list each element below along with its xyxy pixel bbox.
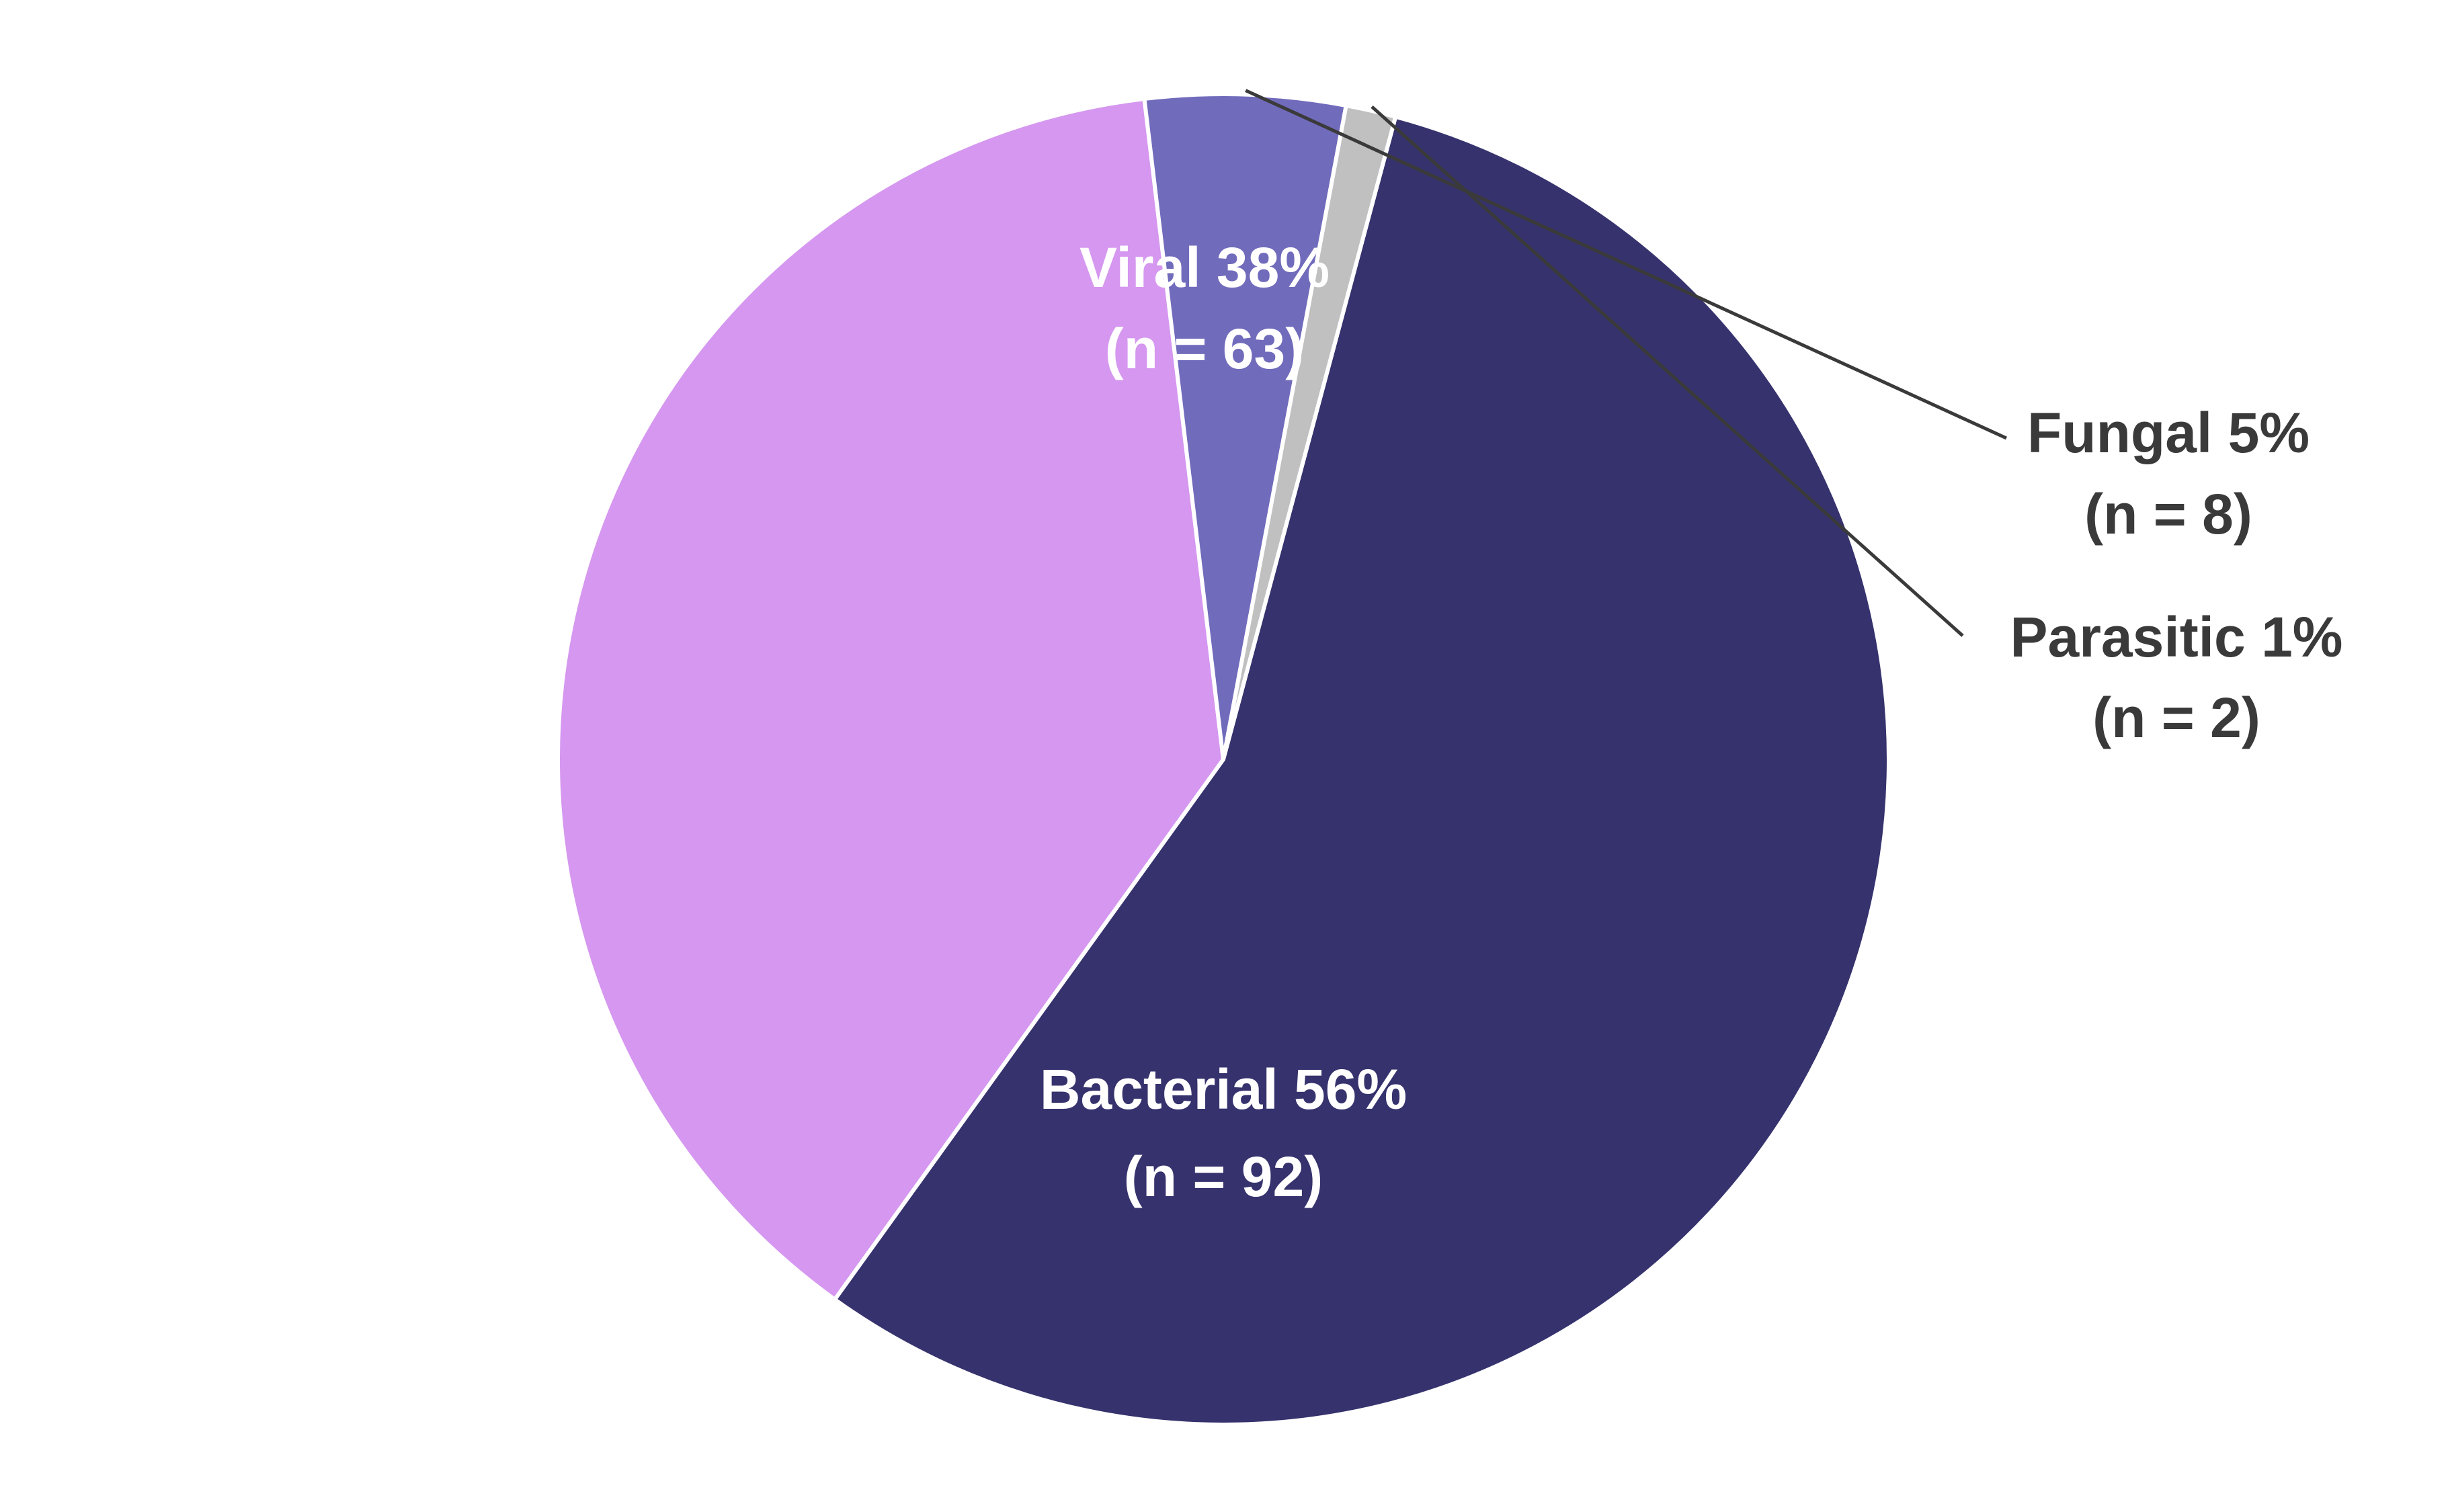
pie-slices xyxy=(555,92,1891,1427)
slice-count-fungal: (n = 8) xyxy=(2084,482,2252,546)
slice-count-bacterial: (n = 92) xyxy=(1124,1145,1323,1208)
slice-label-fungal: Fungal 5% xyxy=(2027,401,2310,464)
pie-slice-parasitic xyxy=(1221,103,1398,761)
leader-line-parasitic xyxy=(1371,105,1964,637)
slice-label-parasitic: Parasitic 1% xyxy=(2010,605,2343,669)
pie-slice-viral xyxy=(555,97,1225,1302)
pie-slice-fungal xyxy=(1142,92,1348,761)
slice-label-bacterial: Bacterial 56% xyxy=(1040,1058,1407,1121)
slice-count-parasitic: (n = 2) xyxy=(2092,686,2260,749)
slice-label-viral: Viral 38% xyxy=(1079,236,1330,299)
leader-line-fungal xyxy=(1245,89,2008,440)
slice-count-viral: (n = 63) xyxy=(1105,317,1304,380)
leader-lines xyxy=(1245,89,2008,637)
